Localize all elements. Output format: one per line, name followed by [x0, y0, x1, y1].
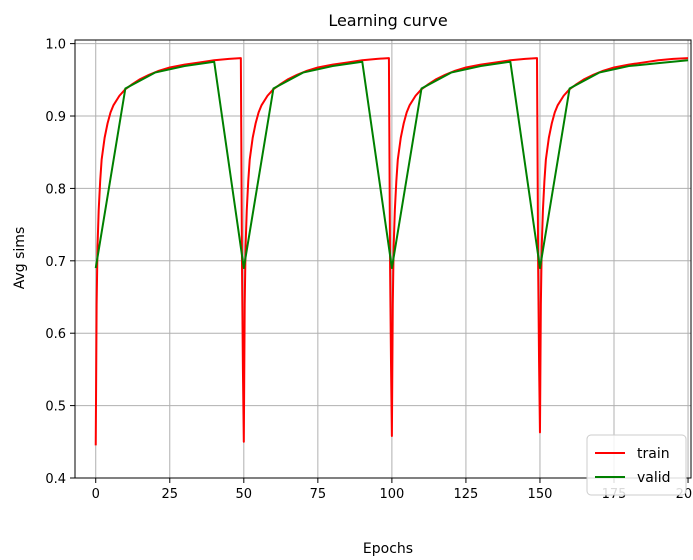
y-tick-label: 0.8: [45, 182, 66, 197]
series-line-train: [94, 57, 689, 446]
legend: train valid: [586, 434, 687, 496]
x-tick-label: 75: [310, 487, 327, 502]
y-tick-label: 0.6: [45, 327, 66, 342]
y-tick-label: 1.0: [45, 38, 66, 53]
x-tick-label: 150: [528, 487, 553, 502]
plot-frame: [74, 39, 692, 479]
grid-lines: [75, 40, 691, 479]
series-lines: [94, 57, 689, 446]
x-tick-label: 100: [379, 487, 404, 502]
legend-label-valid: valid: [637, 470, 671, 486]
y-tick-label: 0.4: [45, 472, 66, 487]
y-tick-label: 0.7: [45, 255, 66, 270]
x-tick-label: 0: [92, 487, 100, 502]
x-axis-title: Epochs: [363, 541, 413, 557]
chart-title: Learning curve: [328, 11, 447, 30]
x-tick-label: 25: [161, 487, 178, 502]
y-axis-title: Avg sims: [12, 227, 28, 290]
x-tick-label: 50: [236, 487, 253, 502]
legend-label-train: train: [637, 446, 670, 462]
x-tick-label: 125: [454, 487, 479, 502]
series-line-valid: [94, 59, 689, 270]
y-axis-ticks: 0.4 0.5 0.6 0.7 0.8 0.9 1.0: [45, 38, 75, 487]
legend-box: [586, 434, 687, 496]
y-tick-label: 0.5: [45, 400, 66, 415]
y-tick-label: 0.9: [45, 110, 66, 125]
